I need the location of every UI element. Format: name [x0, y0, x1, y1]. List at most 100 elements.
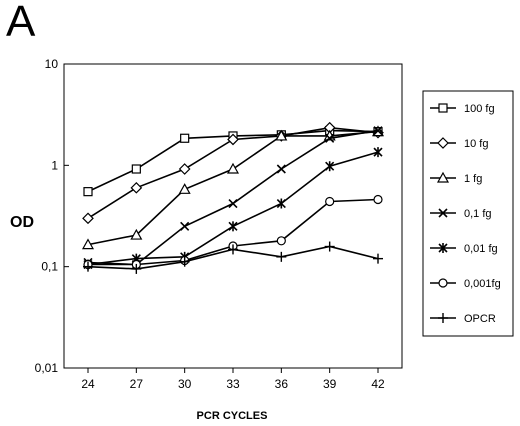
legend-label: 0,01 fg — [464, 243, 498, 255]
legend-label: 100 fg — [464, 103, 495, 115]
legend-marker — [436, 171, 450, 183]
legend-entry: 0,1 fg — [430, 208, 492, 220]
legend: 100 fg 10 fg 1 fg 0,1 fg 0,01 fg 0,001fg OPCR — [422, 90, 514, 337]
data-point — [130, 181, 143, 194]
x-marker-stroke — [373, 126, 383, 136]
x-axis: 24 27 30 33 36 39 42 — [81, 368, 385, 391]
x-tick-label: 33 — [226, 377, 240, 391]
legend-label: 1 fg — [464, 173, 482, 185]
legend-entry: OPCR — [430, 313, 496, 325]
square-marker — [180, 133, 190, 143]
data-point — [228, 221, 238, 232]
legend-label: OPCR — [464, 313, 496, 325]
triangle-marker — [130, 228, 143, 240]
legend-label: 0,1 fg — [464, 208, 492, 220]
circle-marker — [276, 236, 286, 246]
data-point — [180, 133, 190, 143]
diamond-marker — [437, 137, 449, 149]
legend-marker — [438, 243, 448, 253]
data-point — [373, 253, 383, 264]
data-point — [324, 241, 335, 252]
series-5 — [83, 194, 383, 270]
legend-entry: 1 fg — [430, 171, 482, 185]
legend-frame — [422, 90, 514, 337]
x-tick-label: 39 — [323, 377, 337, 391]
data-point — [275, 129, 288, 141]
x-marker-stroke — [276, 164, 286, 174]
data-point — [131, 164, 141, 174]
x-axis-title: PCR CYCLES — [197, 410, 268, 422]
y-axis: 0,01 0,1 1 10 — [35, 57, 69, 375]
data-point — [276, 164, 286, 174]
triangle-marker — [226, 162, 240, 174]
legend-marker — [437, 137, 449, 149]
data-point — [227, 133, 239, 146]
triangle-marker — [436, 171, 450, 183]
x-tick-label: 24 — [81, 377, 95, 391]
x-marker-stroke — [438, 208, 448, 218]
legend-label: 10 fg — [464, 138, 488, 150]
diamond-marker — [178, 163, 191, 175]
data-point — [373, 126, 383, 136]
triangle-marker — [178, 183, 191, 194]
series-layer — [81, 121, 385, 274]
x-tick-label: 42 — [371, 377, 385, 391]
data-point — [228, 244, 238, 255]
legend-entry: 0,001fg — [430, 278, 501, 290]
y-tick-label: 0,1 — [41, 260, 58, 274]
diamond-marker — [130, 181, 143, 194]
data-point — [130, 228, 143, 240]
y-tick-label: 1 — [51, 158, 58, 172]
data-point — [83, 261, 93, 272]
x-tick-label: 27 — [130, 377, 144, 391]
data-point — [178, 163, 191, 175]
y-tick-label: 10 — [45, 57, 59, 71]
circle-marker — [438, 278, 448, 288]
legend-entry: 10 fg — [430, 137, 488, 150]
legend-marker — [438, 208, 448, 218]
data-point — [226, 162, 240, 174]
data-point — [276, 236, 286, 246]
data-point — [325, 133, 335, 143]
legend-marker — [438, 313, 448, 323]
legend-entry: 0,01 fg — [430, 243, 498, 255]
data-point — [180, 221, 190, 231]
data-point — [81, 238, 95, 250]
legend-marker — [438, 278, 448, 288]
data-point — [325, 196, 335, 207]
triangle-marker — [275, 129, 288, 141]
diamond-marker — [82, 212, 94, 225]
legend-entry: 100 fg — [430, 103, 495, 115]
data-point — [325, 161, 335, 172]
series-6 — [83, 241, 383, 274]
data-point — [178, 183, 191, 194]
x-marker-stroke — [180, 221, 190, 231]
legend-marker — [438, 103, 448, 113]
square-marker — [83, 187, 93, 197]
data-point — [276, 198, 286, 209]
data-point — [83, 187, 93, 197]
circle-marker — [325, 196, 335, 207]
data-point — [373, 194, 383, 205]
square-marker — [438, 103, 448, 113]
x-tick-label: 30 — [178, 377, 192, 391]
y-tick-label: 0,01 — [35, 361, 59, 375]
data-point — [373, 147, 383, 158]
data-point — [82, 212, 94, 225]
panel-label: A — [6, 0, 36, 46]
legend-label: 0,001fg — [464, 278, 501, 290]
circle-marker — [373, 194, 383, 205]
series-line — [88, 198, 379, 266]
diamond-marker — [227, 133, 239, 146]
triangle-marker — [81, 238, 95, 250]
data-point — [276, 251, 287, 262]
data-point — [131, 263, 142, 274]
x-tick-label: 36 — [275, 377, 289, 391]
x-marker-stroke — [228, 198, 238, 209]
data-point — [228, 198, 238, 209]
y-axis-title: OD — [10, 214, 34, 231]
plot-area-frame — [63, 63, 403, 369]
x-marker-stroke — [325, 133, 335, 143]
data-point — [179, 256, 190, 267]
